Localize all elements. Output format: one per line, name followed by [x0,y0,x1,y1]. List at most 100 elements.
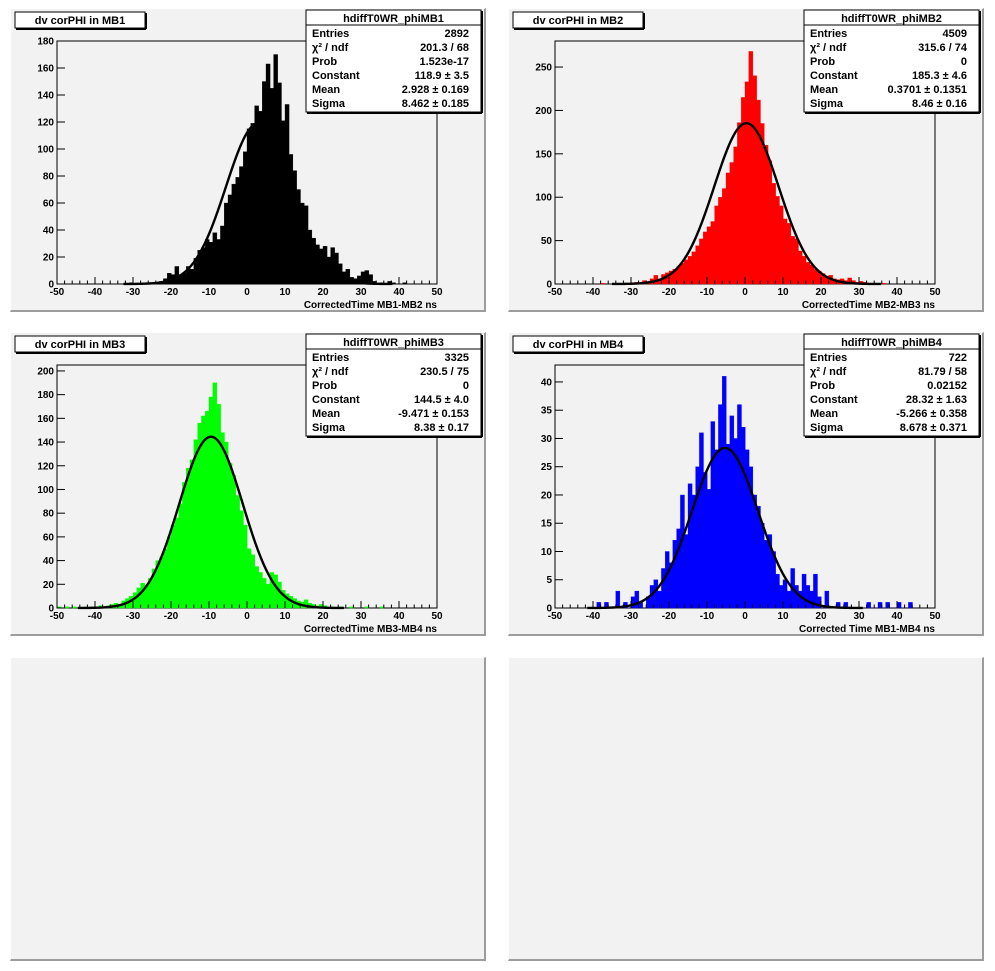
histogram-pad-mb1: -50 -40 -30 -20 -10 0 10 20 30 40 50 0 20 40 60 80 100 12… [10,8,486,312]
stats-value: 2892 [445,28,469,40]
x-tick-label: -40 [586,611,601,622]
histogram-bar [72,606,77,609]
stats-value: 8.38 ± 0.17 [414,422,469,434]
y-tick-label: 180 [37,390,54,401]
x-tick-label: -50 [50,611,65,622]
histogram-bar [634,590,640,609]
histogram-bar [262,81,267,285]
stats-value: 0 [961,56,967,68]
y-tick-label: 25 [541,462,553,473]
gaussian-fit-curve [123,122,393,286]
histogram-bar [718,404,723,609]
y-tick-label: 20 [43,253,55,264]
histogram-bar [265,584,271,609]
histogram-bar [220,225,225,285]
histogram-bar [254,105,259,285]
histogram-bar [212,232,218,285]
histogram-bar [695,245,700,285]
histogram-chart-1: -50 -40 -30 -20 -10 0 10 20 30 40 50 0 20 40 60 80 100 12… [14,9,483,311]
histogram-bar [246,128,252,285]
x-tick-label: -20 [662,287,677,298]
histogram-bar [866,602,871,609]
histogram-bar [170,524,176,609]
histogram-bar [193,439,199,609]
y-tick-label: 160 [37,64,54,75]
stats-value: 8.678 ± 0.371 [900,422,967,434]
y-tick-label: 140 [37,438,54,449]
histogram-bar [763,144,769,285]
histogram-bar [684,534,689,609]
y-tick-label: 140 [37,91,54,102]
y-tick-label: 20 [541,490,553,501]
stats-label: Constant [810,394,858,406]
histogram-bar [615,590,621,609]
histogram-bar [760,523,765,609]
y-tick-label: 20 [43,580,55,591]
stats-label: Prob [810,380,835,392]
stats-value: 722 [949,352,967,364]
gaussian-fit-curve [77,435,344,610]
histogram-pad-mb2: -50 -40 -30 -20 -10 0 10 20 30 40 50 0 50 100 150 200 25… [508,8,984,312]
histogram-bar [64,606,69,609]
y-tick-label: 10 [541,547,553,558]
histogram-bar [703,231,708,285]
histogram-bar [752,75,757,285]
histogram-bar [684,259,689,285]
stats-label: Mean [312,84,340,96]
histogram-bar [243,151,248,285]
x-tick-label: -30 [126,287,141,298]
histogram-bar [235,177,240,285]
x-tick-label: 0 [244,611,250,622]
x-tick-label: 30 [853,611,865,622]
stats-label: Sigma [810,422,844,434]
stats-value: -5.266 ± 0.358 [896,408,967,420]
x-tick-label: -50 [548,287,563,298]
y-tick-label: 250 [535,63,552,74]
histogram-bar [208,241,214,285]
x-tick-label: 10 [279,611,291,622]
x-tick-label: 10 [777,287,789,298]
histogram-bar [741,427,746,609]
y-tick-label: 100 [535,193,552,204]
x-tick-label: -40 [88,611,103,622]
histogram-bar [744,81,750,285]
stats-histogram-name: hdiffT0WR_phiMB4 [841,337,943,349]
stats-label: Entries [312,28,349,40]
x-axis-label: CorrectedTime MB1-MB2 ns [304,300,438,311]
stats-value: 230.5 / 75 [420,366,469,378]
y-tick-label: 0 [546,280,552,291]
stats-value: 4509 [943,28,967,40]
histogram-bar [163,548,168,609]
stats-label: Sigma [312,98,346,110]
x-tick-label: -30 [624,611,639,622]
y-tick-label: 80 [43,172,55,183]
histogram-bar [265,63,271,285]
y-tick-label: 0 [48,280,54,291]
y-tick-label: 120 [37,461,54,472]
histogram-chart-2: -50 -40 -30 -20 -10 0 10 20 30 40 50 0 50 100 150 200 25… [512,9,981,311]
y-tick-label: 180 [37,37,54,48]
histogram-bar [779,205,784,285]
histogram-bar [805,585,811,609]
stats-label: Constant [312,394,360,406]
histogram-bar [292,170,297,285]
empty-pad-right [508,657,984,961]
histogram-bar [756,99,761,285]
histogram-bar [159,556,164,609]
histogram-bar [771,183,776,285]
x-tick-label: -20 [164,287,179,298]
histogram-bar [801,573,807,609]
stats-value: 144.5 ± 4.0 [414,394,469,406]
histogram-bar [334,252,339,285]
y-tick-label: 0 [48,604,54,615]
histogram-bar [258,572,263,609]
histogram-bar [737,122,742,285]
y-tick-label: 50 [541,236,553,247]
histogram-bar [250,123,256,285]
histogram-bar [258,111,263,285]
histogram-bar [186,467,191,609]
gaussian-fit-curve [612,121,881,286]
histogram-bar [691,251,697,285]
histogram-bar [227,194,233,285]
stats-label: Prob [312,56,337,68]
